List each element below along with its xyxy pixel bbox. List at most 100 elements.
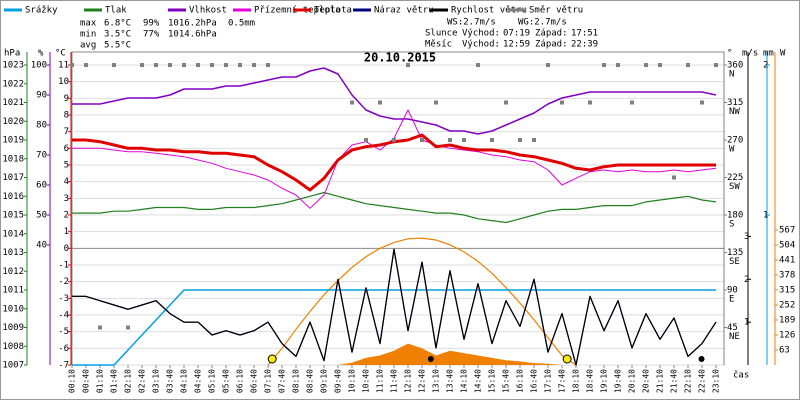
y-tick-label: 1019: [2, 136, 24, 146]
y-tick-label: -4: [58, 311, 69, 321]
y-tick-label: 2: [763, 61, 768, 71]
direction-point: [182, 63, 186, 67]
y-tick-label: 11: [58, 61, 69, 71]
y-tick-label: 1018: [2, 154, 24, 164]
direction-point: [490, 138, 494, 142]
x-tick-label: 07:40: [278, 369, 287, 393]
y-tick-label: 1020: [2, 117, 24, 127]
stat-label: min: [80, 30, 96, 40]
x-tick-label: 14:10: [460, 369, 469, 393]
x-tick-label: 14:40: [474, 369, 483, 393]
legend-label: Srážky: [25, 6, 58, 16]
compass-label: SE: [729, 257, 740, 267]
y-tick-label: 1011: [2, 286, 24, 296]
y-tick-label: 126: [779, 331, 795, 341]
x-tick-label: 18:40: [586, 369, 595, 393]
direction-point: [140, 63, 144, 67]
direction-point: [378, 100, 382, 105]
x-tick-label: 03:10: [152, 369, 161, 393]
y-tick-label: 1010: [2, 304, 24, 314]
y-tick-label: 1021: [2, 98, 24, 108]
chart-title: 20.10.2015: [364, 51, 436, 65]
x-tick-label: 04:40: [194, 369, 203, 393]
x-tick-label: 17:10: [544, 369, 553, 393]
direction-point: [238, 63, 242, 67]
direction-point: [476, 63, 480, 67]
sun-rise-label: Východ:: [462, 29, 500, 39]
y-tick-label: 3: [744, 232, 749, 242]
series-line: [72, 289, 716, 366]
y-tick-label: 1022: [2, 79, 24, 89]
y-tick-label: 2: [744, 275, 749, 285]
compass-label: W: [729, 145, 735, 155]
direction-point: [392, 138, 396, 142]
direction-point: [616, 63, 620, 67]
y-tick-label: 315: [779, 286, 795, 296]
sun-label: Slunce: [425, 29, 458, 39]
direction-point: [546, 63, 550, 67]
legend-label: Směr větru: [529, 6, 583, 16]
x-tick-label: 23:10: [712, 369, 721, 393]
x-tick-label: 15:10: [488, 369, 497, 393]
direction-point: [70, 63, 74, 67]
legend-label: Vlhkost: [189, 6, 227, 16]
direction-point: [462, 138, 466, 142]
moon-marker: [698, 356, 705, 362]
compass-label: N: [729, 70, 734, 80]
y-tick-label: -6: [58, 344, 69, 354]
y-tick-label: 50: [36, 211, 47, 221]
y-tick-label: 9: [64, 94, 69, 104]
y-tick-label: 135: [727, 248, 743, 258]
direction-point: [560, 100, 564, 105]
direction-point: [644, 63, 648, 67]
sun-set-label: Západ:: [535, 29, 568, 39]
x-tick-label: 09:40: [334, 369, 343, 393]
axis-unit: °: [727, 49, 732, 59]
x-tick-label: 00:40: [82, 369, 91, 393]
y-tick-label: 70: [36, 151, 47, 161]
direction-point: [210, 63, 214, 67]
direction-point: [588, 100, 592, 105]
x-tick-label: 05:10: [208, 369, 217, 393]
x-tick-label: 19:40: [614, 369, 623, 393]
x-tick-label: 19:10: [600, 369, 609, 393]
direction-point: [84, 63, 88, 67]
direction-point: [168, 63, 172, 67]
axis-unit: hPa: [4, 49, 20, 59]
x-tick-label: 03:40: [166, 369, 175, 393]
x-tick-label: 01:40: [110, 369, 119, 393]
x-tick-label: 07:10: [264, 369, 273, 393]
direction-point: [532, 138, 536, 142]
x-axis-label: čas: [733, 370, 749, 381]
y-tick-label: 5: [64, 161, 69, 171]
y-tick-label: 7: [64, 127, 69, 137]
stat-humidity: 99%: [143, 19, 160, 29]
direction-point: [504, 100, 508, 105]
x-tick-label: 05:40: [222, 369, 231, 393]
y-tick-label: 1: [64, 227, 69, 237]
axis-unit: %: [38, 49, 44, 59]
y-tick-label: 441: [779, 256, 795, 266]
y-tick-label: 0: [64, 244, 69, 254]
x-tick-label: 11:40: [390, 369, 399, 393]
direction-point: [672, 175, 676, 180]
direction-point: [602, 63, 606, 67]
compass-label: SW: [729, 182, 740, 192]
moon-label: Měsíc: [425, 40, 452, 50]
legend-label: Teplota: [314, 6, 352, 16]
direction-point: [434, 100, 438, 105]
direction-point: [630, 100, 634, 105]
x-tick-label: 20:10: [628, 369, 637, 393]
wind-speed: WS:2.7m/s: [447, 18, 496, 28]
direction-point: [518, 138, 522, 142]
y-tick-label: 100: [31, 61, 47, 71]
y-tick-label: -3: [58, 294, 69, 304]
y-tick-label: 360: [727, 61, 743, 71]
direction-point: [686, 63, 690, 67]
y-tick-label: 1016: [2, 192, 24, 202]
axis-unit: m/s: [742, 49, 758, 59]
x-tick-label: 22:40: [698, 369, 707, 393]
sun-rise: 07:19: [503, 29, 530, 39]
